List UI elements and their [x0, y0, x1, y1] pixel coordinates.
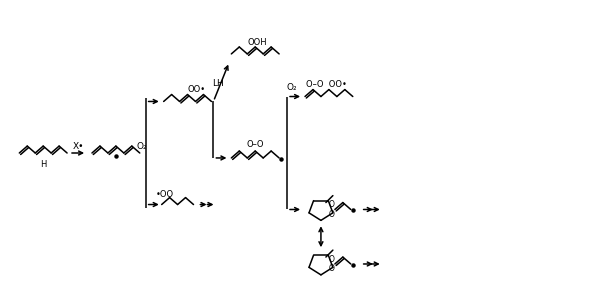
- Text: O₂: O₂: [136, 142, 147, 151]
- Text: O: O: [329, 200, 334, 209]
- Text: O₂: O₂: [287, 83, 298, 92]
- Text: •OO: •OO: [156, 190, 174, 199]
- Text: O: O: [329, 255, 334, 263]
- Text: LH: LH: [213, 79, 224, 88]
- Text: X•: X•: [72, 142, 84, 151]
- Text: OO•: OO•: [188, 85, 205, 94]
- Text: O: O: [329, 210, 334, 219]
- Text: O: O: [329, 264, 334, 273]
- Text: H: H: [40, 160, 46, 170]
- Text: OOH: OOH: [247, 38, 267, 47]
- Text: O–O: O–O: [246, 140, 264, 149]
- Text: O–O  OO•: O–O OO•: [307, 80, 347, 89]
